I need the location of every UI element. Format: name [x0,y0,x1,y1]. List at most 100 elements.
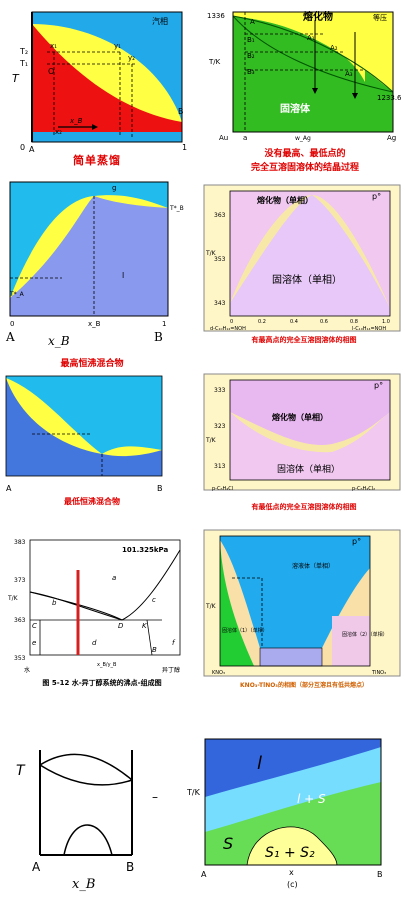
one-label: 1 [182,143,187,152]
a-label: A [32,860,41,874]
label-xb: x_B [72,877,96,892]
tk-label: T/K [205,250,217,257]
ls-label: l + S [297,792,326,806]
liquid-region [32,24,182,132]
tick-383: 383 [14,539,26,546]
corner-label: 等压 [373,13,387,22]
label-d-cap: D [118,622,124,630]
left-compound: KNO₃ [212,670,225,676]
tick-363: 363 [214,212,226,219]
s2-label: 固溶体（2）（单相） [342,631,388,638]
corner-label: p° [374,381,383,390]
caption-min-azeotrope: 最低恒沸混合物 [64,497,120,506]
right-compound: 异丁醇 [162,666,180,674]
panel-water-isobutanol: 101.325kPa T/K 383 373 363 353 a b c C D… [2,530,197,690]
x2-label: x₂ [55,128,62,136]
zero-label: 0 [10,320,14,328]
b-label: B [126,860,134,874]
a1-label: A₁ [307,34,315,42]
a2-label: A₂ [330,44,338,52]
label-k: K [142,622,148,630]
pressure-label: 101.325kPa [122,546,168,554]
panel-min-point: p° 333 323 313 T/K 熔化物（单相） 固溶体（单相） p-C₆H… [202,372,405,522]
caption-water-isobutanol: 图 5-12 水-异丁醇系统的沸点-组成图 [42,679,162,687]
label-cap-c: C [32,622,37,630]
melt-label: 熔化物（单相） [257,195,313,205]
label-e: e [32,639,36,647]
t-axis-label: T [12,72,20,85]
panel-min-azeotrope: A B 最低恒沸混合物 [2,372,192,512]
x1-label: x₁ [50,42,57,50]
tick-10: 1.0 [382,319,390,325]
tick-313: 313 [214,463,226,470]
s12-label: S₁ + S₂ [265,845,315,861]
solid-label: 固溶体 [280,102,311,115]
label-a: a [112,574,116,582]
corner-label: 汽相 [152,16,168,26]
panel-max-point: p° 熔化物（单相） 固溶体（单相） T/K 363 353 343 0 0.2… [202,183,405,353]
right-compound: p-C₆H₄Cl₂ [352,486,375,492]
caption-kno3-tlno3: KNO₃-TlNO₃的相图（部分互溶且有低共熔点） [240,682,368,689]
panel-c: l l + S S S₁ + S₂ T/K A B x (c) [187,737,405,900]
tmax-label: 1336 [207,12,225,20]
label-f: f [172,639,176,647]
tk-label: T/K [205,603,217,610]
zero-label: 0 [20,143,25,152]
b3-label: B₃ [247,68,255,76]
t1-label: T₁ [19,59,28,68]
a-label: A [250,18,255,26]
s1-label: 固溶体（1）（单相） [222,627,268,634]
label-a: A [6,484,12,493]
b-label: B [178,107,184,116]
solid-label: 固溶体（单相） [277,463,340,475]
x-axis-label: x_B/y_B [97,662,117,668]
c-label: (c) [287,880,298,889]
panel-kno3-tlno3: p° T/K 溶液体（单相） 固溶体（1）（单相） 固溶体（2）（单相） KNO… [202,528,405,708]
label-b: b [52,599,57,607]
g-label: g [112,184,116,192]
liquid-label: 溶液体（单相） [292,562,334,570]
right-compound: l-C₁₀H₁₄=NOH [352,326,386,332]
y1-label: y₁ [114,42,121,50]
tick-06: 0.6 [320,319,328,325]
tick-373: 373 [14,577,26,584]
tick-353: 353 [14,655,26,662]
dash-label: – [152,790,158,804]
caption-max-point: 有最高点的完全互溶固溶体的相图 [251,336,357,344]
label-b: B [157,484,163,493]
right-compound: TlNO₃ [371,670,386,676]
tmin-label: 1233.6 [377,94,402,102]
label-b-cap: B [152,646,157,654]
melt-label: 熔化物（单相） [272,412,328,422]
panel-crystallization: 1336 1233.6 熔化物 等压 T/K 固溶体 A A₁ A₂ A₃ B₁… [205,2,405,180]
tk-label: T/K [205,437,217,444]
tick-343: 343 [214,300,226,307]
xb-tick-label: x_B [88,320,101,328]
t2-label: T₂ [19,47,28,56]
label-c: c [152,596,156,604]
label-a: A [6,330,15,344]
xb-label: x_B [69,117,83,125]
label-d: d [92,639,97,647]
a-label: A [29,145,35,152]
caption-max-azeotrope: 最高恒沸混合物 [60,359,124,369]
caption-crystallization-1: 没有最高、最低点的 [264,149,346,159]
label-b: B [154,330,163,344]
b-label: B [377,870,383,879]
caption-min-point: 有最低点的完全互溶固溶体的相图 [251,503,357,511]
ta-label: T*_A [9,291,25,298]
a-label: A [201,870,207,879]
ag-label: Ag [387,134,396,142]
y2-label: y₂ [128,54,135,62]
tick-363: 363 [14,617,26,624]
a3-label: A₃ [345,70,353,78]
tick-02: 0.2 [258,319,266,325]
melt-label: 熔化物 [303,10,333,23]
l-label: l [257,753,262,774]
label-xb: x_B [48,334,70,348]
tick-08: 0.8 [350,319,358,325]
x-label: x [289,868,294,877]
tick-04: 0.4 [290,319,298,325]
left-compound: d-C₁₀H₁₄=NOH [210,326,246,332]
tick-323: 323 [214,423,226,430]
